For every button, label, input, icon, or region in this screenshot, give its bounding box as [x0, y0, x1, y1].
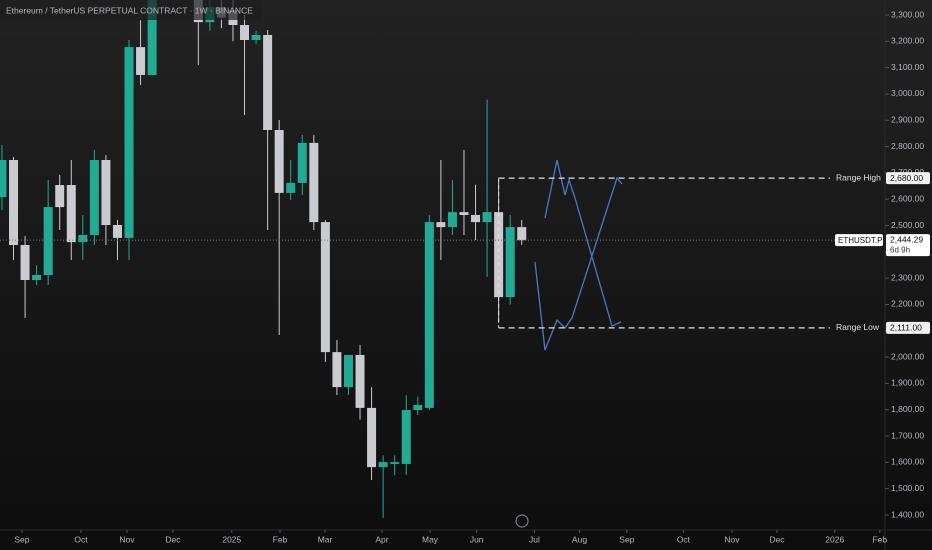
candle-body — [147, 0, 157, 76]
x-tick-label: Sep — [14, 534, 29, 544]
candle-body — [297, 142, 307, 183]
x-tick-label: Sep — [619, 534, 634, 544]
y-tick-label: 2,700.00 — [891, 167, 924, 177]
x-tick-label: May — [422, 534, 439, 544]
y-tick-label: 2,300.00 — [891, 272, 924, 282]
range-price-label: 2,111.00 — [890, 323, 922, 333]
candle-body — [494, 212, 504, 298]
candle-body — [309, 142, 319, 223]
x-tick-label: Nov — [724, 534, 740, 544]
candle-body — [240, 25, 250, 40]
candle-body — [343, 355, 353, 388]
countdown-label: 6d 9h — [890, 245, 910, 254]
candle-body — [78, 235, 88, 243]
y-tick-label: 2,800.00 — [891, 141, 924, 151]
projection-path — [544, 159, 622, 327]
x-tick-label: Jun — [470, 534, 484, 544]
last-price-box — [886, 234, 930, 257]
x-tick-label: Aug — [572, 534, 587, 544]
projection-drawing — [534, 159, 623, 351]
candle-body — [471, 215, 481, 223]
candle-body — [20, 245, 30, 280]
candle-body — [251, 35, 261, 40]
y-tick-label: 2,000.00 — [891, 351, 924, 361]
projection-path — [534, 176, 623, 351]
x-tick-label: Feb — [273, 534, 288, 544]
range-label: Range High — [836, 172, 881, 182]
candle-body — [32, 275, 42, 280]
replay-icon[interactable] — [515, 514, 529, 528]
y-tick-label: 1,500.00 — [891, 483, 924, 493]
candle-body — [332, 352, 342, 388]
candle-body — [459, 212, 469, 215]
candle-body — [66, 185, 76, 243]
range-price-box — [886, 172, 930, 185]
y-tick-label: 2,600.00 — [891, 193, 924, 203]
candle-body — [367, 407, 377, 468]
y-tick-label: 2,500.00 — [891, 220, 924, 230]
candle-body — [436, 222, 446, 228]
y-tick-label: 3,200.00 — [891, 36, 924, 46]
candle-body — [482, 212, 492, 223]
x-tick-label: Jul — [529, 534, 540, 544]
y-tick-label: 3,300.00 — [891, 9, 924, 19]
candle-body — [0, 160, 7, 198]
x-tick-label: Nov — [119, 534, 135, 544]
candle-body — [89, 160, 99, 235]
candle-body — [112, 225, 122, 238]
candle-body — [286, 182, 296, 193]
x-tick-label: Oct — [74, 534, 88, 544]
y-tick-label: 1,600.00 — [891, 457, 924, 467]
y-tick-label: 1,700.00 — [891, 430, 924, 440]
title-bg — [0, 0, 262, 20]
candle-body — [101, 160, 111, 225]
candle-body — [320, 222, 330, 353]
candle-body — [424, 222, 434, 408]
candle-body — [413, 405, 423, 410]
candle-body — [505, 227, 515, 298]
candle-body — [274, 130, 284, 193]
x-tick-label: Dec — [769, 534, 785, 544]
candle-body — [355, 355, 365, 408]
candle-body — [9, 160, 19, 245]
candle-body — [447, 212, 457, 228]
x-tick-label: 2026 — [825, 534, 844, 544]
candle-body — [136, 47, 146, 75]
range-price-label: 2,680.00 — [890, 173, 923, 183]
candle-body — [43, 207, 53, 275]
last-price-label: 2,444.29 — [890, 234, 923, 244]
chart-title: Ethereum / TetherUS PERPETUAL CONTRACT ·… — [6, 5, 253, 15]
y-tick-label: 1,900.00 — [891, 378, 924, 388]
y-tick-label: 2,900.00 — [891, 115, 924, 125]
x-tick-label: Apr — [375, 534, 388, 544]
x-tick-label: 2025 — [222, 534, 241, 544]
x-tick-label: Feb — [872, 534, 887, 544]
candle-body — [263, 35, 273, 130]
x-tick-label: Mar — [318, 534, 333, 544]
range-price-box — [886, 321, 930, 334]
y-tick-label: 3,100.00 — [891, 62, 924, 72]
y-tick-label: 1,400.00 — [891, 509, 924, 519]
y-tick-label: 1,800.00 — [891, 404, 924, 414]
candle-body — [401, 410, 411, 464]
candle-body — [390, 462, 400, 464]
candle-body — [378, 462, 388, 468]
candle-body — [55, 185, 65, 208]
range-label: Range Low — [836, 322, 880, 332]
x-tick-label: Dec — [165, 534, 181, 544]
x-tick-label: Oct — [677, 534, 691, 544]
symbol-box — [835, 234, 883, 247]
y-tick-label: 2,200.00 — [891, 299, 924, 309]
symbol-label: ETHUSDT.P — [838, 236, 882, 245]
candle-body — [124, 47, 134, 238]
y-tick-label: 3,000.00 — [891, 88, 924, 98]
candle-body — [517, 227, 527, 241]
